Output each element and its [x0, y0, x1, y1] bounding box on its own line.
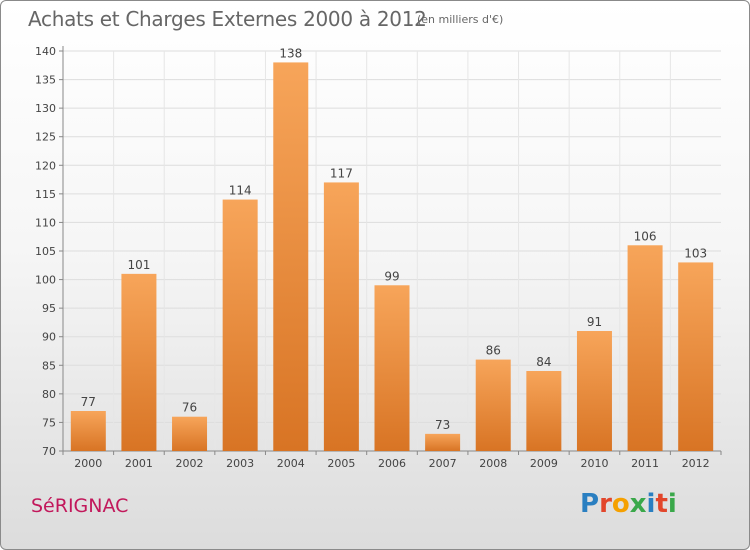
y-tick-label: 105	[35, 245, 56, 258]
y-tick-label: 120	[35, 159, 56, 172]
bar-2012	[678, 262, 714, 451]
bar-2002	[172, 416, 208, 451]
logo-letter: P	[580, 489, 600, 519]
bars	[70, 62, 714, 452]
y-tick-label: 125	[35, 131, 56, 144]
y-tick-label: 90	[42, 331, 56, 344]
x-tick-label: 2008	[479, 457, 507, 470]
chart-title: Achats et Charges Externes 2000 à 2012	[28, 7, 427, 31]
x-tick-label: 2009	[530, 457, 558, 470]
logo-letter: t	[655, 489, 668, 519]
data-label: 84	[536, 355, 551, 369]
x-tick-label: 2012	[682, 457, 710, 470]
bar-2005	[323, 182, 359, 451]
y-tick-label: 95	[42, 302, 56, 315]
x-tick-label: 2000	[74, 457, 102, 470]
y-tick-label: 85	[42, 359, 56, 372]
bar-2001	[121, 273, 157, 451]
logo-letter: o	[611, 489, 630, 519]
data-label: 91	[587, 315, 602, 329]
bar-2009	[526, 371, 562, 451]
chart-unit: (en milliers d'€)	[417, 13, 504, 26]
x-tick-label: 2001	[125, 457, 153, 470]
bar-2007	[425, 433, 461, 451]
data-label: 86	[486, 344, 501, 358]
x-tick-label: 2010	[580, 457, 608, 470]
y-tick-label: 115	[35, 188, 56, 201]
x-tick-label: 2005	[327, 457, 355, 470]
bar-2010	[576, 331, 612, 451]
y-tick-label: 110	[35, 216, 56, 229]
labels: 70 75 80 85 90 95 100 105 110 115 120 125 130 135 140 2…	[35, 45, 710, 470]
data-label: 106	[634, 229, 657, 243]
x-tick-label: 2007	[429, 457, 457, 470]
x-tick-label: 2003	[226, 457, 254, 470]
x-tick-label: 2006	[378, 457, 406, 470]
logo-letter: x	[629, 489, 647, 519]
y-tick-label: 80	[42, 388, 56, 401]
x-tick-label: 2004	[277, 457, 305, 470]
data-label: 117	[330, 166, 353, 180]
logo-letter: i	[667, 489, 677, 519]
bar-2004	[273, 62, 309, 452]
data-label: 138	[279, 46, 302, 60]
bar-2006	[374, 285, 410, 451]
bar-2011	[627, 245, 663, 451]
y-tick-label: 100	[35, 274, 56, 287]
y-tick-label: 75	[42, 416, 56, 429]
data-label: 114	[229, 184, 252, 198]
commune-name: SéRIGNAC	[31, 495, 129, 517]
y-tick-label: 70	[42, 445, 56, 458]
data-label: 73	[435, 418, 450, 432]
x-tick-label: 2011	[631, 457, 659, 470]
proxiti-logo: Proxiti	[580, 489, 677, 519]
data-label: 76	[182, 401, 197, 415]
data-label: 99	[384, 269, 399, 283]
bar-2008	[475, 359, 511, 451]
y-tick-label: 135	[35, 74, 56, 87]
logo-letter: r	[599, 489, 612, 519]
bar-2000	[70, 411, 106, 451]
data-label: 103	[684, 246, 707, 260]
logo-letter: i	[646, 489, 656, 519]
data-label: 101	[127, 258, 150, 272]
y-tick-label: 140	[35, 45, 56, 58]
x-tick-label: 2002	[176, 457, 204, 470]
y-tick-label: 130	[35, 102, 56, 115]
bar-2003	[222, 199, 258, 451]
data-label: 77	[81, 395, 96, 409]
